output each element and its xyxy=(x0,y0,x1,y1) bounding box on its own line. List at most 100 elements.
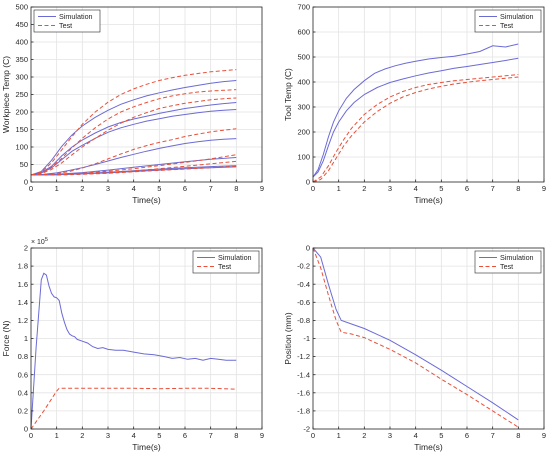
tool-temp-simulation-line-2 xyxy=(312,57,519,178)
force-y-tick-label: 0.4 xyxy=(18,388,28,397)
position-x-tick-label: 3 xyxy=(388,431,392,440)
workpiece-temp-x-tick-label: 8 xyxy=(234,184,238,193)
workpiece-temp-x-tick-label: 6 xyxy=(183,184,187,193)
force-plot: 0 1 2 3 4 5 6 7 8 900.20.40.60.811.21.41.61.82× 1… xyxy=(1,237,264,452)
workpiece-temp-test-line-14 xyxy=(31,165,237,176)
position-y-tick-label: -0.6 xyxy=(297,298,310,307)
position-y-tick-label: -2 xyxy=(303,425,310,434)
workpiece-temp-y-tick-label: 450 xyxy=(15,20,28,29)
position-test-line-2 xyxy=(312,247,519,428)
workpiece-temp-legend-label-test: Test xyxy=(59,21,72,30)
tool-temp-simulation-line-1 xyxy=(312,43,519,178)
position-y-tick-label: -1.6 xyxy=(297,388,310,397)
position-x-tick-label: 1 xyxy=(337,431,341,440)
workpiece-temp-y-axis-label: Workpiece Temp (C) xyxy=(1,56,11,133)
tool-temp-x-axis-label: Time(s) xyxy=(414,195,443,205)
tool-temp-plot-area xyxy=(313,7,544,182)
position-x-axis-label: Time(s) xyxy=(414,442,443,452)
workpiece-temp-x-tick-label: 0 xyxy=(29,184,33,193)
position-x-tick-label: 8 xyxy=(516,431,520,440)
force-y-tick-label: 1.4 xyxy=(18,298,28,307)
workpiece-temp-y-tick-label: 250 xyxy=(15,90,28,99)
force-y-tick-label: 0.2 xyxy=(18,407,28,416)
tool-temp-test-line-3 xyxy=(312,74,519,183)
force-y-tick-label: 2 xyxy=(24,244,28,253)
force-x-tick-label: 9 xyxy=(260,431,264,440)
tool-temp-legend-box xyxy=(474,9,542,33)
force-y-tick-label: 1.6 xyxy=(18,280,28,289)
position-y-tick-label: -1.8 xyxy=(297,407,310,416)
workpiece-temp-y-tick-label: 200 xyxy=(15,108,28,117)
tool-temp-y-tick-label: 0 xyxy=(306,178,310,187)
tool-temp-y-axis-label: Tool Temp (C) xyxy=(283,68,293,121)
force-x-tick-label: 5 xyxy=(157,431,161,440)
position-legend-box xyxy=(474,250,542,274)
force-x-axis-label: Time(s) xyxy=(132,442,161,452)
position-simulation-line-1 xyxy=(312,247,519,421)
force-x-tick-label: 8 xyxy=(234,431,238,440)
force-x-tick-label: 2 xyxy=(80,431,84,440)
tool-temp-x-tick-label: 6 xyxy=(465,184,469,193)
tool-temp-y-tick-label: 700 xyxy=(297,3,310,12)
workpiece-temp-x-tick-label: 3 xyxy=(106,184,110,193)
force-y-tick-label: 1.2 xyxy=(18,316,28,325)
tool-temp-x-tick-label: 8 xyxy=(516,184,520,193)
tool-temp-y-tick-label: 600 xyxy=(297,28,310,37)
force-exponent-label: × 105 xyxy=(31,237,48,246)
workpiece-temp-x-tick-label: 4 xyxy=(132,184,136,193)
force-legend-box xyxy=(192,250,260,274)
force-x-tick-label: 3 xyxy=(106,431,110,440)
position-x-tick-label: 7 xyxy=(491,431,495,440)
position-y-tick-label: -1.2 xyxy=(297,352,310,361)
position-x-tick-label: 0 xyxy=(311,431,315,440)
force-y-tick-label: 0.8 xyxy=(18,352,28,361)
tool-temp-x-tick-label: 3 xyxy=(388,184,392,193)
tool-temp-x-tick-label: 4 xyxy=(414,184,418,193)
workpiece-temp-y-tick-label: 50 xyxy=(20,160,28,169)
workpiece-temp-y-tick-label: 300 xyxy=(15,73,28,82)
workpiece-temp-test-line-11 xyxy=(30,128,237,176)
force-simulation-line-1 xyxy=(30,272,237,430)
workpiece-temp-y-tick-label: 350 xyxy=(15,55,28,64)
position-y-tick-label: -0.8 xyxy=(297,316,310,325)
tool-temp-test-line-4 xyxy=(312,76,519,183)
force-legend-label-test: Test xyxy=(218,262,231,271)
workpiece-temp-test-line-8 xyxy=(30,69,237,176)
force-y-tick-label: 0.6 xyxy=(18,370,28,379)
workpiece-temp-x-tick-label: 2 xyxy=(80,184,84,193)
workpiece-temp-y-tick-label: 500 xyxy=(15,3,28,12)
position-y-tick-label: -1 xyxy=(303,334,310,343)
workpiece-temp-plot: 0 1 2 3 4 5 6 7 8 9 0 50 100 150 200 250 300 350 400 450 500… xyxy=(1,3,264,205)
position-y-tick-label: -1.4 xyxy=(297,370,310,379)
tool-temp-x-tick-label: 5 xyxy=(439,184,443,193)
force-y-tick-label: 0 xyxy=(24,425,28,434)
force-x-tick-label: 7 xyxy=(209,431,213,440)
tool-temp-x-tick-label: 9 xyxy=(542,184,546,193)
workpiece-temp-x-tick-label: 5 xyxy=(157,184,161,193)
tool-temp-y-tick-label: 300 xyxy=(297,103,310,112)
position-x-tick-label: 9 xyxy=(542,431,546,440)
force-legend-label-simulation: Simulation xyxy=(218,253,252,262)
force-test-line-2 xyxy=(30,387,237,430)
position-y-tick-label: -0.2 xyxy=(297,262,310,271)
tool-temp-plot: 0 1 2 3 4 5 6 7 8 9 0 100 200 300 400 500 600 700 Time(s) T… xyxy=(283,3,546,205)
workpiece-temp-legend-box xyxy=(33,9,101,33)
tool-temp-axes-box xyxy=(312,6,545,183)
workpiece-temp-simulation-line-4 xyxy=(30,138,237,176)
tool-temp-legend-label-simulation: Simulation xyxy=(500,12,534,21)
force-y-axis-label: Force (N) xyxy=(1,320,11,356)
force-x-tick-label: 4 xyxy=(132,431,136,440)
tool-temp-y-tick-label: 200 xyxy=(297,128,310,137)
tool-temp-x-tick-label: 1 xyxy=(337,184,341,193)
workpiece-temp-x-tick-label: 7 xyxy=(209,184,213,193)
position-plot: 0 1 2 3 4 5 6 7 8 9 -2 -1.8 -1.6 -1.4 -1.2 -1 -0.8 -0.6 -0… xyxy=(283,244,546,452)
tool-temp-x-tick-label: 2 xyxy=(362,184,366,193)
workpiece-temp-y-tick-label: 100 xyxy=(15,143,28,152)
position-y-tick-label: 0 xyxy=(306,244,310,253)
workpiece-temp-y-tick-label: 400 xyxy=(15,38,28,47)
